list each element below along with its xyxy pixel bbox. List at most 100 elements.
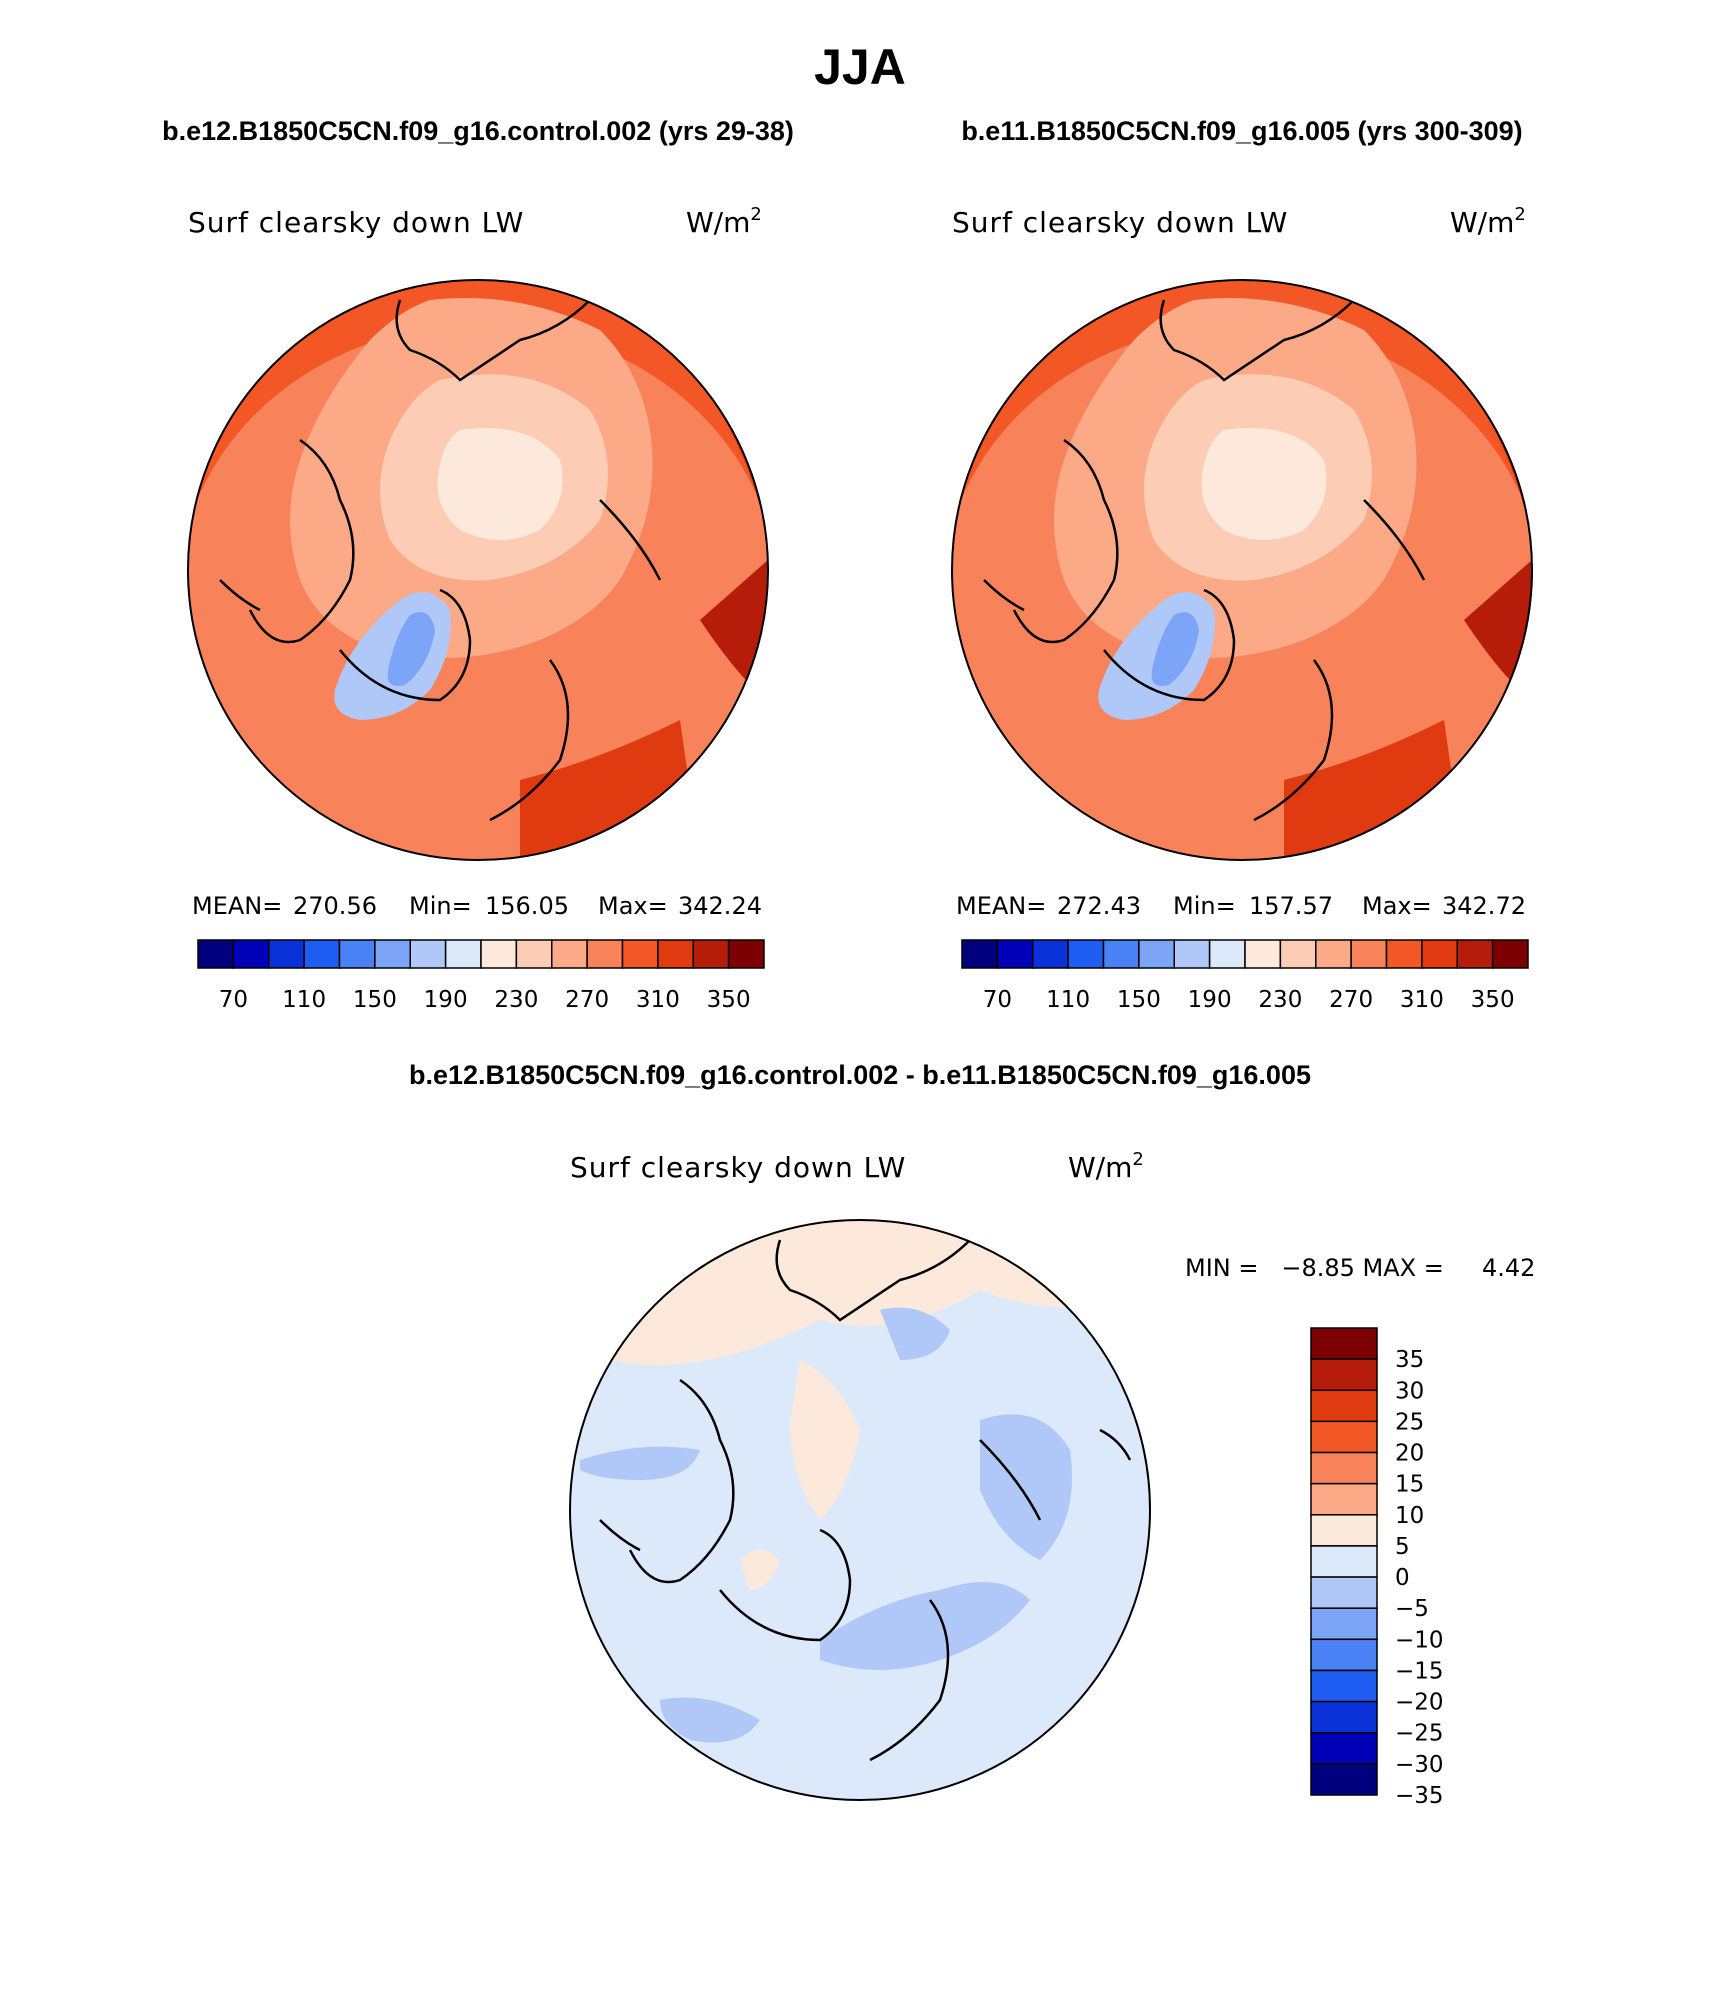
- panel-a-colorbar-box: [268, 939, 305, 969]
- diff-colorbar-tick-label: −5: [1395, 1596, 1429, 1622]
- panel-b-colorbar-box: [1315, 939, 1352, 969]
- panel-a-colorbar-box: [374, 939, 411, 969]
- panel-a-stats: MEAN= 270.56 Min= 156.05 Max= 342.24: [192, 892, 762, 920]
- diff-colorbar-box: [1310, 1514, 1378, 1547]
- diff-colorbar-box: [1310, 1731, 1378, 1765]
- panel-b-colorbar-tick-label: 230: [1258, 987, 1302, 1013]
- panel-a-colorbar-tick-label: 150: [353, 987, 397, 1013]
- panel-a-colorbar-box: [444, 939, 482, 969]
- diff-colorbar-box: [1310, 1669, 1378, 1703]
- panel-a-colorbar-box: [727, 939, 765, 969]
- diff-variable: Surf clearsky down LW: [570, 1151, 906, 1184]
- panel-b-colorbar-box: [961, 939, 999, 969]
- panel-b-colorbar-box: [996, 939, 1034, 969]
- diff-minmax: MIN = −8.85 MAX = 4.42: [1185, 1254, 1535, 1282]
- diff-colorbar-tick-label: −15: [1395, 1658, 1444, 1684]
- panel-a-colorbar: 70 110 150 190 230 270 310 350: [197, 939, 765, 1013]
- panel-b-colorbar-box: [1173, 939, 1211, 969]
- panel-a-colorbar-box: [480, 939, 518, 969]
- diff-coastlines: [599, 1239, 1132, 1762]
- diff-colorbar-box: [1310, 1358, 1378, 1392]
- panel-a-min-label: Min=: [409, 892, 472, 920]
- panel-b-colorbar-box: [1208, 939, 1246, 969]
- panel-b-min-label: Min=: [1173, 892, 1236, 920]
- panel-a-colorbar-box: [338, 939, 376, 969]
- case-b-title: b.e11.B1850C5CN.f09_g16.005 (yrs 300-309…: [961, 116, 1522, 146]
- diff-colorbar-box: [1310, 1420, 1378, 1454]
- panel-a-colorbar-tick-label: 350: [707, 987, 751, 1013]
- panel-a-colorbar-box: [586, 939, 624, 969]
- panel-b-min-value: 157.57: [1249, 892, 1333, 920]
- panel-b-colorbar-box: [1350, 939, 1388, 969]
- panel-b-colorbar-box: [1067, 939, 1105, 969]
- panel-b-colorbar-box: [1032, 939, 1069, 969]
- diff-colorbar-tick-label: 30: [1395, 1378, 1424, 1404]
- panel-a-mean-label: MEAN=: [192, 892, 282, 920]
- panel-b-colorbar-tick-label: 350: [1471, 987, 1515, 1013]
- diff-colorbar-box: [1310, 1389, 1378, 1423]
- panel-b-colorbar: 70 110 150 190 230 270 310 350: [961, 939, 1529, 1013]
- diff-colorbar-tick-label: −35: [1395, 1783, 1444, 1809]
- diff-colorbar-box: [1310, 1451, 1378, 1485]
- panel-b-variable: Surf clearsky down LW: [952, 206, 1288, 239]
- diff-colorbar-box: [1310, 1700, 1378, 1734]
- panel-b-colorbar-tick-label: 150: [1117, 987, 1161, 1013]
- panel-a-colorbar-box: [409, 939, 447, 969]
- panel-a: Surf clearsky down LW W/m2 MEAN=: [187, 204, 769, 1013]
- diff-colorbar-tick-label: 35: [1395, 1347, 1424, 1373]
- panel-a-colorbar-box: [515, 939, 553, 969]
- panel-b-colorbar-box: [1456, 939, 1494, 969]
- panel-b-mean-label: MEAN=: [956, 892, 1046, 920]
- diff-title: b.e12.B1850C5CN.f09_g16.control.002 - b.…: [409, 1060, 1311, 1090]
- panel-a-units: W/m2: [686, 204, 762, 239]
- diff-colorbar-box: [1310, 1482, 1378, 1516]
- figure-title: JJA: [814, 39, 906, 95]
- panel-b-colorbar-box: [1279, 939, 1317, 969]
- panel-b-colorbar-tick-label: 110: [1046, 987, 1090, 1013]
- diff-panel: Surf clearsky down LW W/m2 MIN = −8.85 M…: [569, 1149, 1535, 1809]
- panel-a-map-border: [187, 279, 769, 861]
- diff-colorbar-tick-label: 25: [1395, 1409, 1424, 1435]
- diff-colorbar-box: [1310, 1576, 1378, 1609]
- panel-a-max-label: Max=: [598, 892, 668, 920]
- diff-colorbar-box: [1310, 1638, 1378, 1672]
- panel-b-colorbar-box: [1138, 939, 1175, 969]
- panel-a-colorbar-box: [692, 939, 730, 969]
- panel-b-colorbar-tick-label: 70: [983, 987, 1012, 1013]
- panel-a-max-value: 342.24: [678, 892, 762, 920]
- panel-a-colorbar-tick-label: 310: [636, 987, 680, 1013]
- case-a-title: b.e12.B1850C5CN.f09_g16.control.002 (yrs…: [162, 116, 794, 146]
- panel-b-coastlines: [983, 299, 1426, 822]
- diff-colorbar: 35 30 25 20 15 10 5 0 −5 −10 −15 −20 −25 −30 −35: [1310, 1327, 1444, 1809]
- diff-colorbar-tick-label: 20: [1395, 1441, 1424, 1467]
- diff-units: W/m2: [1068, 1149, 1144, 1184]
- panel-b-colorbar-tick-label: 310: [1400, 987, 1444, 1013]
- panel-a-colorbar-tick-label: 70: [219, 987, 248, 1013]
- panel-b-max-value: 342.72: [1442, 892, 1526, 920]
- panel-a-colorbar-tick-label: 270: [565, 987, 609, 1013]
- diff-colorbar-box: [1310, 1545, 1378, 1578]
- panel-b-colorbar-box: [1385, 939, 1423, 969]
- panel-b-colorbar-tick-label: 270: [1329, 987, 1373, 1013]
- diff-colorbar-tick-label: 15: [1395, 1472, 1424, 1498]
- panel-a-colorbar-tick-label: 190: [424, 987, 468, 1013]
- panel-a-colorbar-box: [657, 939, 694, 969]
- diff-colorbar-tick-label: 5: [1395, 1534, 1410, 1560]
- diff-map-border: [569, 1219, 1151, 1801]
- panel-a-colorbar-box: [551, 939, 588, 969]
- panel-b: Surf clearsky down LW W/m2 MEAN=: [951, 204, 1533, 1013]
- diff-colorbar-box: [1310, 1763, 1378, 1796]
- panel-b-colorbar-box: [1244, 939, 1282, 969]
- panel-a-min-value: 156.05: [485, 892, 569, 920]
- diff-colorbar-tick-label: −10: [1395, 1627, 1444, 1653]
- panel-a-variable: Surf clearsky down LW: [188, 206, 524, 239]
- diff-colorbar-tick-label: 10: [1395, 1503, 1424, 1529]
- panel-b-stats: MEAN= 272.43 Min= 157.57 Max= 342.72: [956, 892, 1526, 920]
- panel-b-max-label: Max=: [1362, 892, 1432, 920]
- panel-a-mean-value: 270.56: [293, 892, 377, 920]
- panel-b-map-border: [951, 279, 1533, 861]
- panel-b-mean-value: 272.43: [1057, 892, 1141, 920]
- diff-colorbar-box: [1310, 1327, 1378, 1360]
- panel-b-colorbar-tick-label: 190: [1188, 987, 1232, 1013]
- panel-a-colorbar-box: [232, 939, 270, 969]
